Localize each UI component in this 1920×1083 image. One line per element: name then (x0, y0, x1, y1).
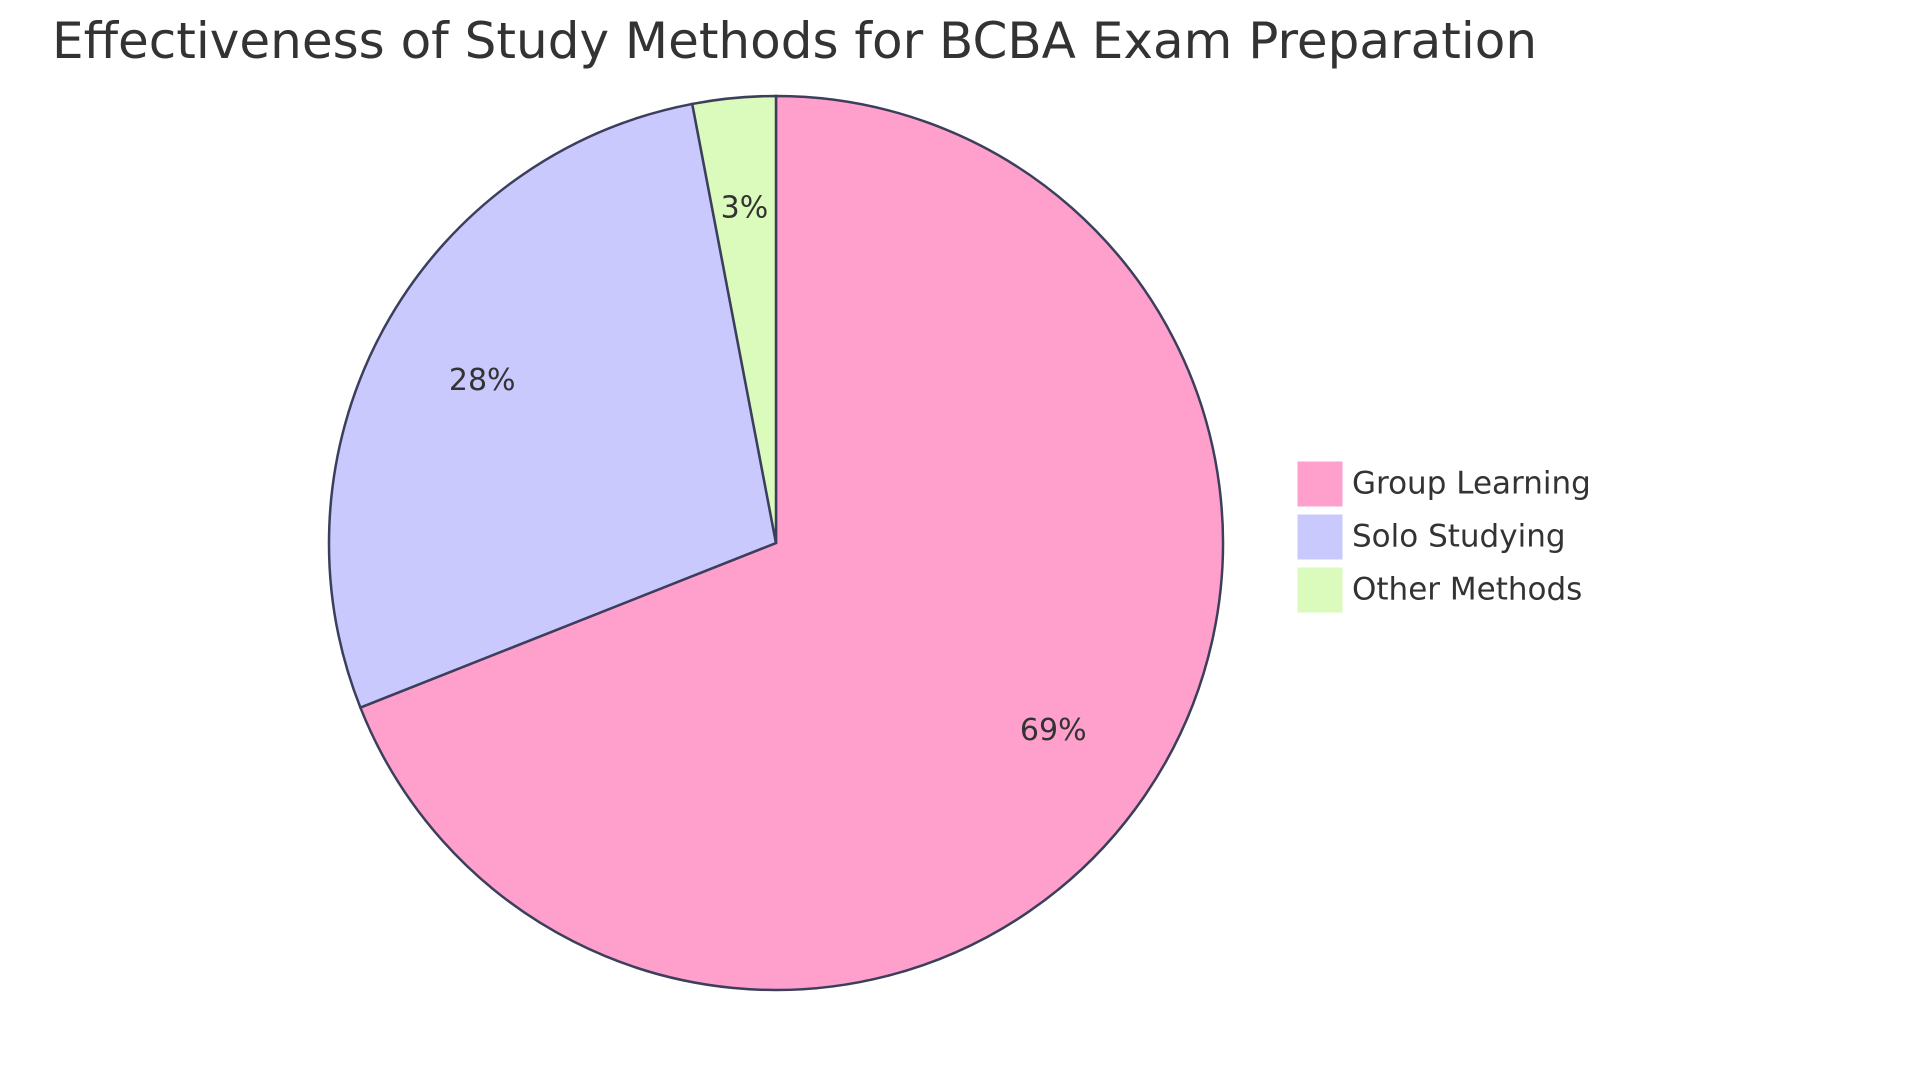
legend-label-solo-studying: Solo Studying (1352, 519, 1566, 555)
legend-label-other-methods: Other Methods (1352, 572, 1582, 608)
pie-slice-labels: 69% 28% 3% (449, 191, 1087, 748)
legend: Group Learning Solo Studying Other Methods (1297, 461, 1591, 613)
legend-label-group-learning: Group Learning (1352, 466, 1591, 502)
slice-label-other-methods: 3% (721, 191, 769, 226)
pie-slice-group-learning (358, 94, 1225, 992)
legend-swatch-solo-studying (1297, 514, 1343, 560)
pie-slices (327, 94, 1225, 992)
pie-slice-solo-studying (327, 102, 778, 710)
legend-swatch-group-learning (1297, 461, 1343, 507)
slice-label-solo-studying: 28% (449, 363, 516, 398)
chart-title: Effectiveness of Study Methods for BCBA … (52, 12, 1537, 70)
slice-label-group-learning: 69% (1020, 713, 1087, 748)
legend-swatch-other-methods (1297, 567, 1343, 613)
pie-slice-other-methods (690, 94, 778, 544)
